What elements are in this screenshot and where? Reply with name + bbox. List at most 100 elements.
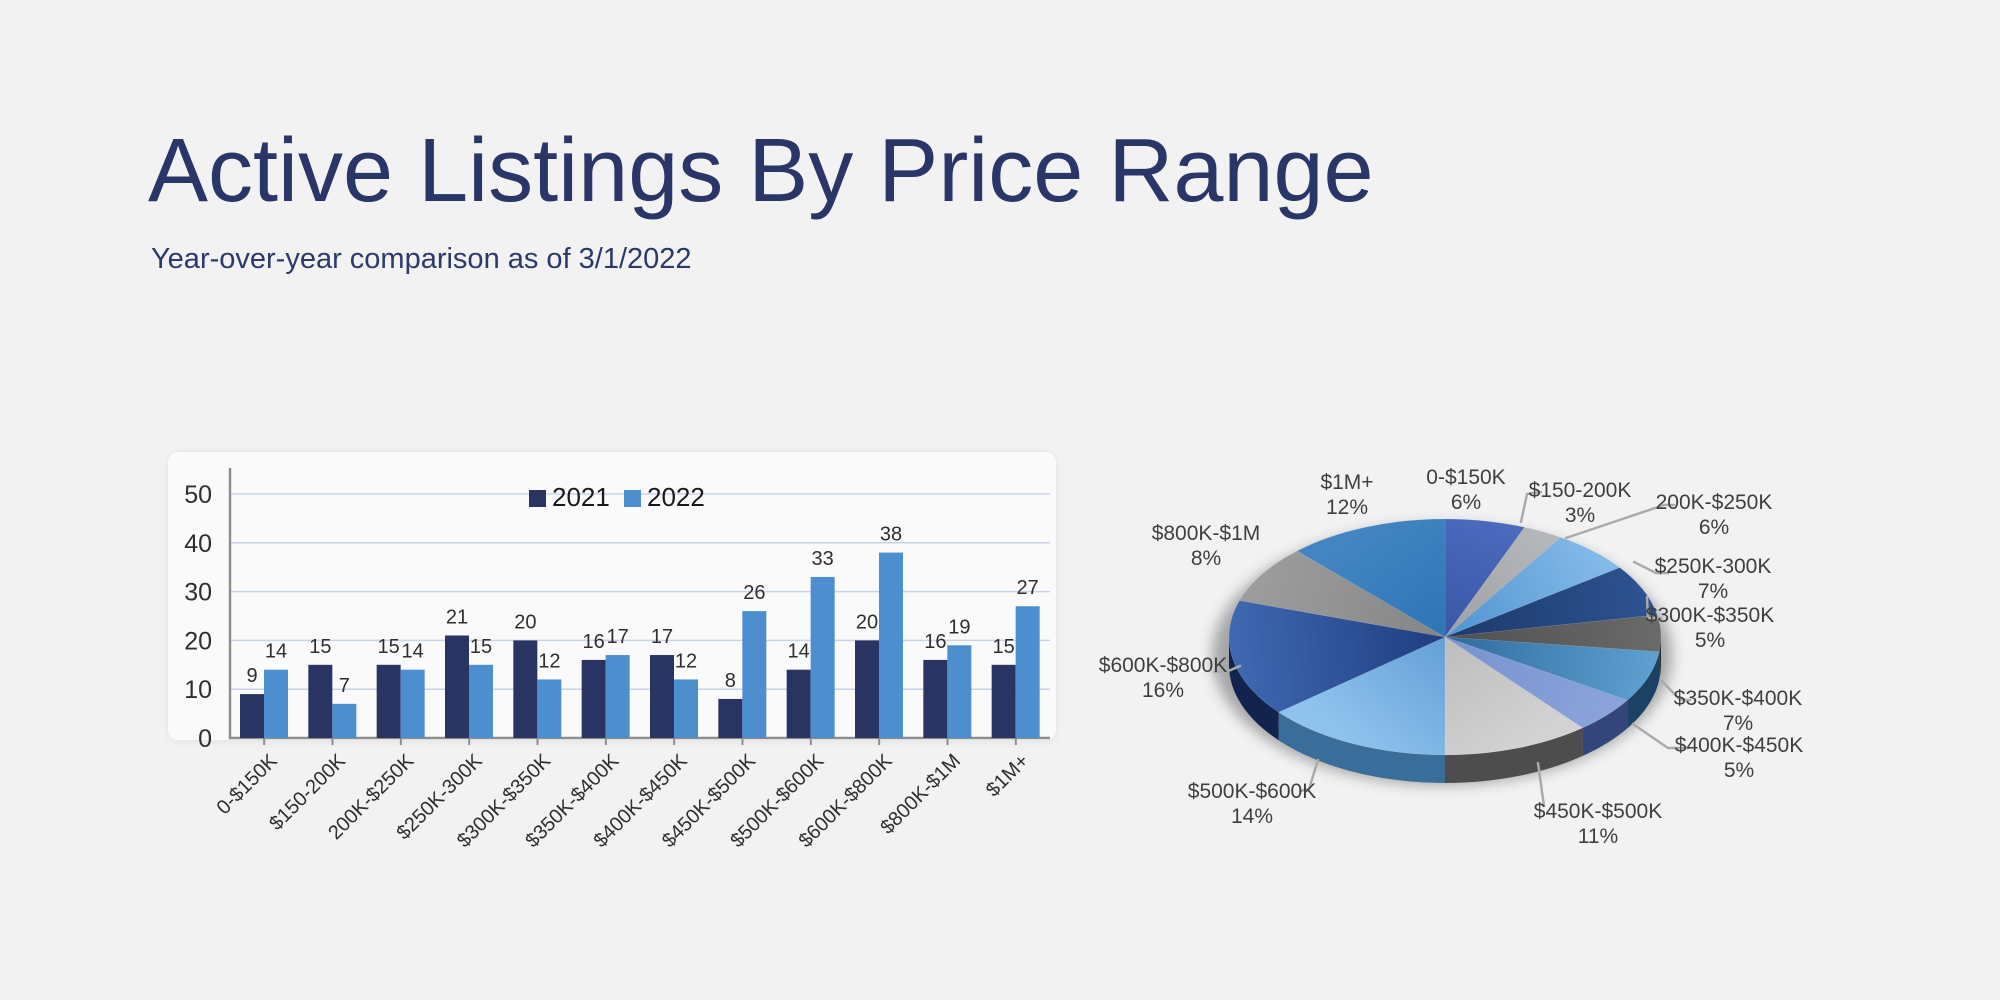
pie-label-$450K-$500K: $450K-$500K 11% <box>1534 800 1662 848</box>
pie-label-pct: 11% <box>1578 825 1618 848</box>
pie-label-$600K-$800K: $600K-$800K 16% <box>1099 654 1227 702</box>
pie-label-range: $300K-$350K <box>1646 604 1774 627</box>
value-label: 15 <box>378 636 400 658</box>
pie-side-5 <box>1627 651 1660 729</box>
value-label: 15 <box>309 636 331 658</box>
pie-side-4 <box>1659 637 1661 680</box>
pie-label-range: $350K-$400K <box>1674 687 1802 710</box>
value-label: 14 <box>788 641 810 663</box>
value-label: 19 <box>948 616 970 638</box>
bar-2021-5 <box>581 659 606 738</box>
pie-leader-8 <box>1298 758 1320 793</box>
value-label: 38 <box>880 524 902 546</box>
bar-2022-2 <box>400 669 425 738</box>
pie-label-pct: 3% <box>1565 504 1595 527</box>
value-label: 16 <box>583 631 605 653</box>
bar-2021-3 <box>445 635 469 738</box>
value-label: 12 <box>538 650 560 672</box>
pie-slice-0-$150K <box>1444 518 1525 638</box>
pie-leader-9 <box>1212 664 1242 674</box>
pie-label-range: $450K-$500K <box>1534 800 1662 823</box>
bar-2022-11 <box>1015 606 1040 738</box>
value-label: 20 <box>856 611 878 633</box>
bar-2022-3 <box>469 664 493 738</box>
value-label: 14 <box>402 641 424 663</box>
pie-side-8 <box>1278 712 1445 783</box>
pie-side-9 <box>1229 637 1279 741</box>
value-label: 15 <box>993 636 1015 658</box>
bar-2021-4 <box>513 640 538 738</box>
y-tick-label: 10 <box>184 676 212 704</box>
pie-label-range: $1M+ <box>1320 471 1373 494</box>
legend-label-2021: 2021 <box>552 482 610 512</box>
bar-2022-10 <box>947 645 972 738</box>
pie-slice-$350K-$400K <box>1444 636 1660 701</box>
category-label: $1M+ <box>982 750 1033 801</box>
y-tick-label: 30 <box>184 579 212 607</box>
value-label: 21 <box>446 607 468 629</box>
pie-leader-1 <box>1519 490 1543 524</box>
pie-slice-$400K-$450K <box>1444 636 1628 729</box>
bar-2021-9 <box>855 640 879 738</box>
pie-label-$150-200K: $150-200K 3% <box>1529 479 1632 527</box>
pie-label-0-$150K: 0-$150K 6% <box>1426 466 1505 514</box>
value-label: 33 <box>812 548 834 570</box>
y-tick-label: 0 <box>198 725 212 753</box>
pie-label-pct: 7% <box>1723 712 1753 735</box>
pie-leader-7 <box>1536 761 1546 808</box>
y-tick-label: 40 <box>184 530 212 558</box>
pie-chart-3d: 0-$150K 6%$150-200K 3%200K-$250K 6%$250K-30… <box>1099 466 1803 848</box>
bar-2022-6 <box>674 679 698 738</box>
pie-slice-$450K-$500K <box>1444 636 1584 756</box>
bar-2021-8 <box>786 669 811 738</box>
page-title: Active Listings By Price Range <box>148 121 1374 221</box>
pie-slice-$150-200K <box>1444 527 1562 638</box>
category-label: 0-$150K <box>213 750 282 819</box>
bar-2021-10 <box>923 659 948 738</box>
bar-2022-7 <box>742 611 767 738</box>
pie-slice-$600K-$800K <box>1228 600 1446 713</box>
bar-2022-4 <box>537 679 562 738</box>
pie-label-$300K-$350K: $300K-$350K 5% <box>1646 604 1774 652</box>
pie-label-range: $150-200K <box>1529 479 1632 502</box>
pie-slice-$800K-$1M <box>1239 550 1446 638</box>
y-tick-label: 50 <box>184 481 212 509</box>
pie-label-pct: 7% <box>1698 580 1728 603</box>
bar-2021-1 <box>308 664 333 738</box>
pie-leader-3 <box>1632 560 1670 575</box>
y-tick-label: 20 <box>184 627 212 655</box>
pie-label-range: $400K-$450K <box>1675 734 1803 757</box>
value-label: 8 <box>725 670 736 692</box>
bar-2022-5 <box>605 655 630 738</box>
value-label: 14 <box>265 641 287 663</box>
value-label: 17 <box>651 626 673 648</box>
value-label: 16 <box>924 631 946 653</box>
bar-2022-9 <box>879 552 903 738</box>
value-label: 17 <box>607 626 629 648</box>
pie-leader-6 <box>1631 722 1691 750</box>
pie-slice-$1M+ <box>1296 518 1446 638</box>
legend-swatch-2022 <box>624 490 641 507</box>
pie-slice-$500K-$600K <box>1278 636 1446 756</box>
bar-2022-1 <box>332 703 357 738</box>
pie-slice-$300K-$350K <box>1444 614 1662 653</box>
pie-label-pct: 5% <box>1695 629 1725 652</box>
pie-label-pct: 16% <box>1142 679 1184 702</box>
pie-label-pct: 8% <box>1191 547 1221 570</box>
pie-label-range: $250K-300K <box>1655 555 1772 578</box>
pie-label-$400K-$450K: $400K-$450K 5% <box>1675 734 1803 782</box>
pie-label-range: $800K-$1M <box>1152 522 1261 545</box>
value-label: 12 <box>675 650 697 672</box>
pie-leader-2 <box>1564 503 1676 540</box>
value-label: 20 <box>514 611 536 633</box>
pie-label-$250K-300K: $250K-300K 7% <box>1655 555 1772 603</box>
value-label: 7 <box>339 675 350 697</box>
pie-label-pct: 6% <box>1451 491 1481 514</box>
bar-2021-0 <box>240 694 264 738</box>
pie-label-range: $600K-$800K <box>1099 654 1227 677</box>
pie-slice-200K-$250K <box>1444 537 1621 638</box>
pie-label-pct: 12% <box>1326 496 1368 519</box>
